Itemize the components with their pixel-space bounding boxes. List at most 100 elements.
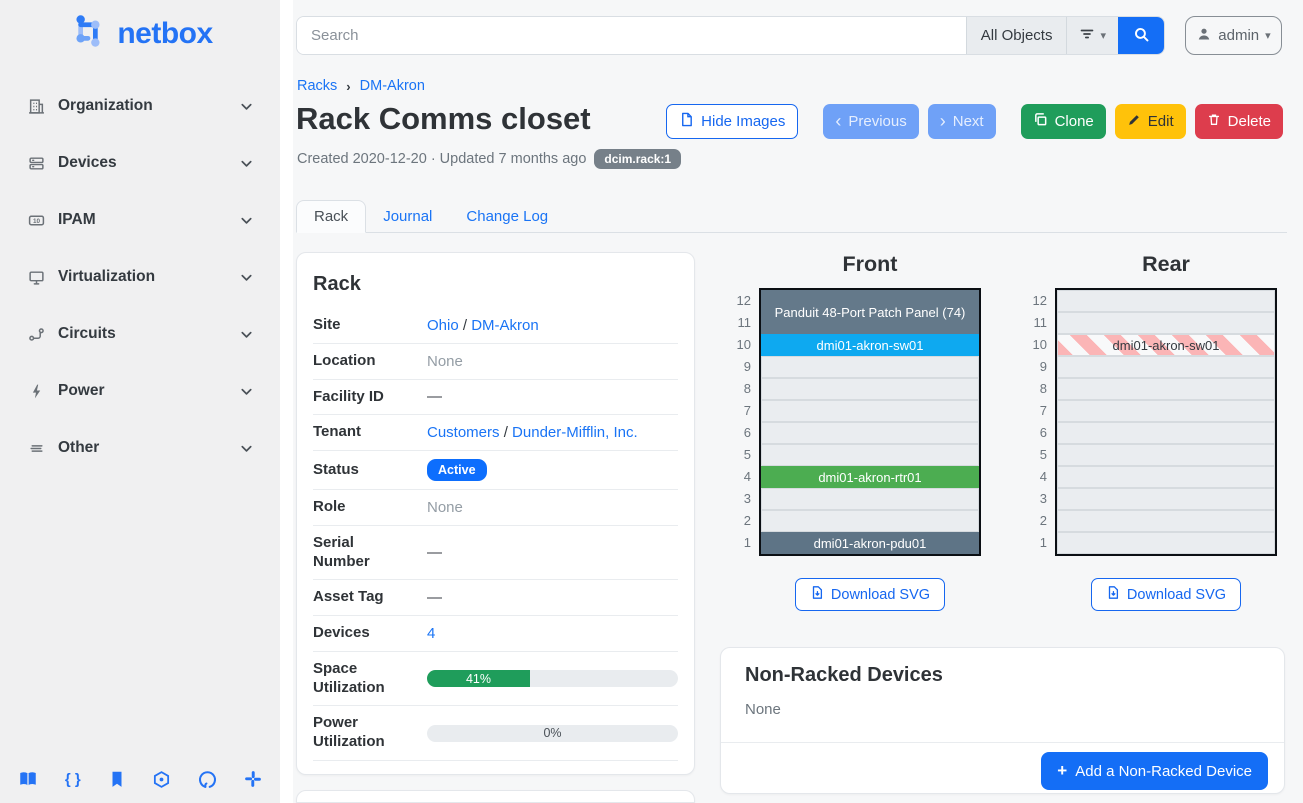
- search-scope-button[interactable]: All Objects: [965, 17, 1067, 54]
- add-non-racked-device-button[interactable]: + Add a Non-Racked Device: [1041, 752, 1268, 790]
- power-utilization-bar: 0%: [427, 724, 678, 742]
- unit-number: 2: [1039, 513, 1047, 528]
- sidebar-item-other[interactable]: Other: [28, 423, 254, 473]
- rest-api-braces-icon[interactable]: { }: [64, 770, 81, 788]
- rack-unit-empty[interactable]: [761, 400, 979, 422]
- attribute-value: None: [411, 499, 678, 516]
- attribute-label: Role: [313, 498, 346, 515]
- rack-unit-empty[interactable]: [1057, 444, 1275, 466]
- value-link[interactable]: Dunder-Mifflin, Inc.: [512, 424, 638, 442]
- unit-number: 10: [1032, 337, 1047, 352]
- attribute-value: —: [411, 544, 678, 561]
- rack-unit-empty[interactable]: [761, 422, 979, 444]
- rack-unit-device[interactable]: Panduit 48-Port Patch Panel (74): [761, 290, 979, 334]
- docs-book-icon[interactable]: [18, 769, 38, 789]
- netbox-logo-text: netbox: [117, 16, 213, 50]
- graphql-icon[interactable]: [152, 770, 171, 789]
- attribute-value: —: [411, 589, 678, 606]
- rack-unit-empty[interactable]: [1057, 488, 1275, 510]
- tab-rack[interactable]: Rack: [296, 200, 367, 233]
- hide-images-button[interactable]: Hide Images: [666, 104, 799, 139]
- clone-button[interactable]: Clone: [1020, 104, 1106, 139]
- rack-unit-empty[interactable]: [761, 510, 979, 532]
- rack-unit-empty[interactable]: [1057, 510, 1275, 532]
- space-utilization-bar: 41%: [427, 670, 678, 687]
- value-dash: —: [427, 388, 442, 406]
- created-updated-text: Created 2020-12-20 · Updated 7 months ag…: [297, 151, 587, 167]
- netbox-logo-icon: [67, 10, 109, 57]
- value-link[interactable]: Ohio: [427, 316, 459, 334]
- next-button[interactable]: › Next: [927, 104, 996, 139]
- unit-number: 3: [743, 491, 751, 506]
- sidebar-item-organization[interactable]: Organization: [28, 81, 254, 131]
- value-link[interactable]: DM-Akron: [471, 316, 539, 334]
- tab-journal[interactable]: Journal: [383, 208, 433, 225]
- breadcrumb: Racks › DM-Akron: [297, 78, 425, 94]
- rack-unit-empty[interactable]: [761, 488, 979, 510]
- unit-number: 6: [1039, 425, 1047, 440]
- value-link[interactable]: Customers: [427, 424, 500, 442]
- attribute-value: —: [411, 388, 678, 405]
- object-id-badge: dcim.rack:1: [594, 149, 682, 169]
- rack-unit-empty[interactable]: [1057, 532, 1275, 554]
- attribute-value: 0%: [411, 724, 678, 742]
- sidebar-item-circuits[interactable]: Circuits: [28, 309, 254, 359]
- rack-unit-empty[interactable]: [1057, 356, 1275, 378]
- rack-unit-device[interactable]: dmi01-akron-pdu01: [761, 532, 979, 554]
- rack-unit-empty[interactable]: [1057, 422, 1275, 444]
- slack-icon[interactable]: [244, 770, 262, 788]
- chevron-down-icon: [239, 441, 254, 456]
- rack-unit-empty[interactable]: [761, 444, 979, 466]
- monitor-icon: [28, 269, 50, 286]
- attribute-row-location: Location None: [313, 344, 678, 380]
- device-label: dmi01-akron-rtr01: [818, 469, 922, 485]
- unit-number: 3: [1039, 491, 1047, 506]
- github-icon[interactable]: [198, 770, 217, 789]
- value-link[interactable]: 4: [427, 624, 436, 642]
- rack-unit-device[interactable]: dmi01-akron-sw01: [761, 334, 979, 356]
- user-menu-button[interactable]: admin ▾: [1185, 16, 1282, 55]
- api-docs-journal-icon[interactable]: [108, 770, 126, 788]
- attribute-label: Status: [313, 460, 359, 478]
- attribute-label: Serial Number: [313, 533, 370, 570]
- rack-unit-empty[interactable]: [761, 378, 979, 400]
- download-file-icon: [1106, 585, 1120, 604]
- sidebar-item-virtualization[interactable]: Virtualization: [28, 252, 254, 302]
- tab-change-log[interactable]: Change Log: [466, 208, 549, 225]
- rack-unit-device[interactable]: dmi01-akron-rtr01: [761, 466, 979, 488]
- edit-button[interactable]: Edit: [1114, 104, 1186, 139]
- caret-down-icon: ▾: [1265, 30, 1271, 42]
- sidebar-item-ipam[interactable]: 10 IPAM: [28, 195, 254, 245]
- sidebar-item-power[interactable]: Power: [28, 366, 254, 416]
- sidebar-item-devices[interactable]: Devices: [28, 138, 254, 188]
- search-input[interactable]: [297, 17, 966, 54]
- search-filter-dropdown[interactable]: ▾: [1066, 17, 1118, 54]
- unit-number: 5: [743, 447, 751, 462]
- sidebar-item-label: IPAM: [58, 211, 96, 228]
- delete-button[interactable]: Delete: [1194, 104, 1283, 139]
- rear-download-svg-button[interactable]: Download SVG: [1090, 578, 1242, 611]
- chevron-down-icon: [239, 384, 254, 399]
- attribute-row-power-utilization: Power Utilization 0%: [313, 706, 678, 761]
- rack-unit-empty[interactable]: [1057, 378, 1275, 400]
- rack-unit-empty[interactable]: [1057, 400, 1275, 422]
- rack-unit-empty[interactable]: [1057, 312, 1275, 334]
- sidebar-item-label: Virtualization: [58, 268, 156, 285]
- attribute-row-status: Status Active: [313, 451, 678, 490]
- search-submit-button[interactable]: [1118, 17, 1164, 54]
- value-separator: /: [499, 424, 513, 442]
- attribute-label: Facility ID: [313, 387, 384, 405]
- rack-unit-device[interactable]: dmi01-akron-sw01: [1057, 334, 1275, 356]
- breadcrumb-link-racks[interactable]: Racks: [297, 78, 338, 94]
- breadcrumb-link-site[interactable]: DM-Akron: [359, 78, 425, 94]
- rack-unit-empty[interactable]: [1057, 466, 1275, 488]
- previous-button[interactable]: ‹ Previous: [823, 104, 919, 139]
- rack-unit-empty[interactable]: [1057, 290, 1275, 312]
- image-file-icon: [679, 112, 694, 131]
- attribute-row-tenant: Tenant Customers / Dunder-Mifflin, Inc.: [313, 415, 678, 451]
- front-elevation-title: Front: [842, 252, 898, 276]
- rack-unit-empty[interactable]: [761, 356, 979, 378]
- front-download-svg-button[interactable]: Download SVG: [794, 578, 946, 611]
- attribute-row-devices: Devices 4: [313, 616, 678, 652]
- netbox-logo[interactable]: netbox: [0, 0, 280, 57]
